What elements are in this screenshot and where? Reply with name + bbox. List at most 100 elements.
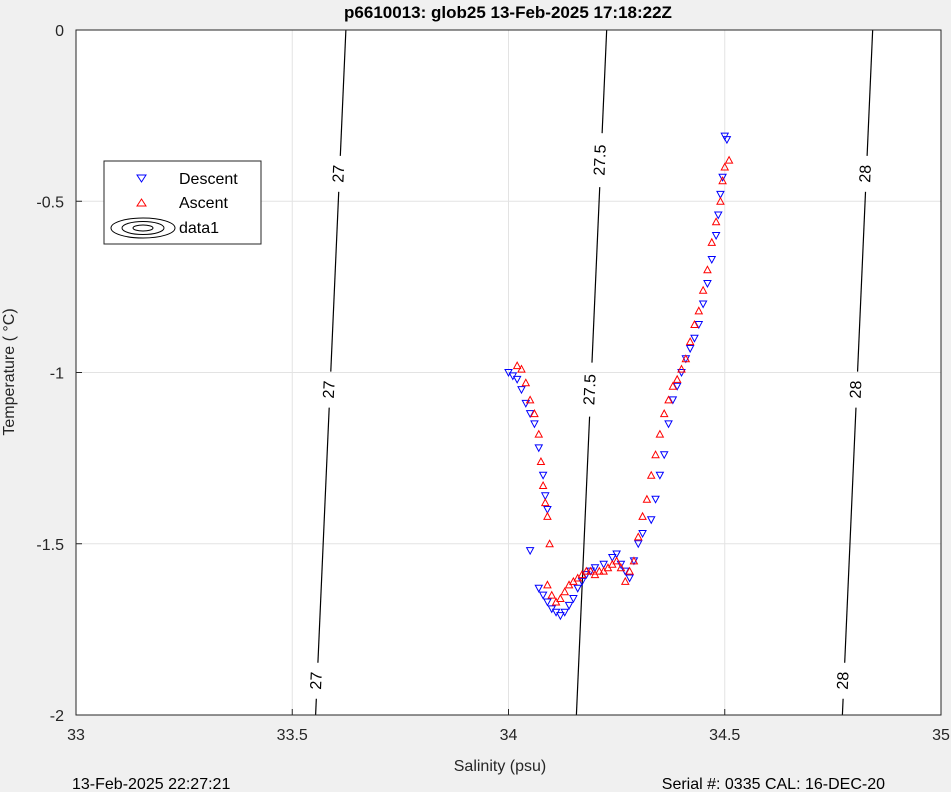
data-point	[620, 576, 630, 585]
data-point	[538, 471, 548, 480]
x-tick-label: 35	[932, 727, 950, 744]
data-point	[538, 591, 548, 600]
data-point	[536, 456, 546, 466]
data-point	[651, 495, 660, 504]
data-point	[718, 176, 727, 185]
chart-title: p6610013: glob25 13-Feb-2025 17:18:22Z	[344, 3, 672, 22]
data-point	[521, 378, 531, 387]
data-point	[646, 470, 656, 479]
legend-ascent-label: Ascent	[179, 195, 228, 212]
data-point	[577, 577, 587, 586]
data-point	[638, 529, 647, 539]
data-point	[612, 556, 621, 565]
legend: Descent Ascent data1	[103, 160, 262, 245]
data-point	[651, 450, 660, 459]
data-point	[713, 211, 723, 220]
data-point	[512, 361, 522, 370]
legend-descent-marker	[136, 174, 147, 183]
data-point	[517, 386, 526, 395]
data-point	[698, 300, 708, 309]
data-point	[545, 539, 554, 548]
data-point	[711, 217, 721, 226]
data-point	[659, 451, 669, 460]
x-tick-label: 34.5	[709, 727, 740, 744]
data-point	[646, 516, 656, 525]
x-tick-label: 33.5	[277, 727, 308, 744]
data-point	[616, 563, 626, 572]
data-point	[543, 506, 552, 515]
contour-line	[866, 29, 874, 156]
data-point	[655, 429, 665, 438]
contour-label: 27.5	[591, 144, 609, 176]
contour-line	[856, 191, 867, 372]
y-tick-label: -1.5	[36, 537, 64, 554]
data-point	[625, 574, 634, 583]
data-point	[668, 381, 678, 390]
data-point	[638, 511, 647, 520]
data-point	[556, 612, 565, 621]
data-point	[525, 547, 535, 556]
data-point	[633, 540, 643, 549]
data-point	[540, 498, 550, 507]
data-point	[538, 480, 548, 490]
data-point	[530, 409, 539, 418]
y-tick-label: -1	[50, 366, 64, 383]
contour-line	[339, 29, 347, 156]
legend-data1-label: data1	[179, 220, 219, 237]
data-point	[722, 136, 732, 145]
contour-label: 27	[308, 671, 326, 690]
data-point	[569, 595, 578, 604]
data-point	[525, 395, 535, 404]
data-point	[672, 374, 682, 383]
y-tick-label: 0	[55, 23, 64, 40]
data-point	[556, 593, 565, 603]
data-point	[612, 550, 621, 559]
density-contours: 27 27 27 27.5 27.5 28 28 28	[308, 29, 875, 716]
data-point	[534, 429, 544, 438]
data-point	[560, 608, 570, 617]
legend-descent-label: Descent	[179, 171, 238, 188]
data-point	[698, 285, 708, 294]
data-point	[724, 155, 734, 164]
data-point	[543, 580, 552, 589]
data-point	[664, 395, 673, 404]
y-tick-label: -2	[50, 708, 64, 725]
data-point	[564, 601, 574, 610]
contour-line	[844, 407, 857, 663]
contour-line	[330, 191, 340, 372]
x-axis-ticks: 33 33.5 34 34.5 35	[67, 709, 950, 744]
contour-line	[601, 29, 608, 134]
data-point	[718, 173, 727, 182]
data-point	[690, 319, 699, 329]
x-tick-label: 34	[500, 727, 518, 744]
data-point	[707, 237, 717, 246]
data-point	[599, 560, 608, 569]
data-point	[711, 232, 721, 241]
contour-label: 28	[848, 380, 866, 399]
data-point	[582, 566, 591, 575]
data-point	[625, 566, 634, 575]
data-point	[685, 337, 695, 346]
data-point	[534, 584, 544, 593]
data-point	[716, 190, 725, 199]
data-point	[543, 511, 552, 520]
y-tick-label: -0.5	[36, 194, 64, 211]
data-point	[594, 566, 604, 575]
data-point	[703, 279, 712, 289]
data-point	[716, 196, 725, 205]
data-point	[703, 265, 712, 274]
data-point	[517, 364, 526, 373]
data-point	[664, 420, 673, 429]
contour-label: 28	[835, 671, 853, 690]
data-point	[521, 399, 531, 408]
data-point	[690, 334, 699, 343]
data-point	[629, 556, 639, 565]
contour-label: 28	[857, 164, 875, 183]
contour-line	[315, 698, 317, 716]
legend-ascent-marker	[136, 198, 147, 207]
contour-label: 27	[330, 164, 348, 183]
data-point	[633, 532, 643, 541]
data-point	[607, 553, 617, 563]
contour-28: 28 28 28	[835, 29, 875, 716]
